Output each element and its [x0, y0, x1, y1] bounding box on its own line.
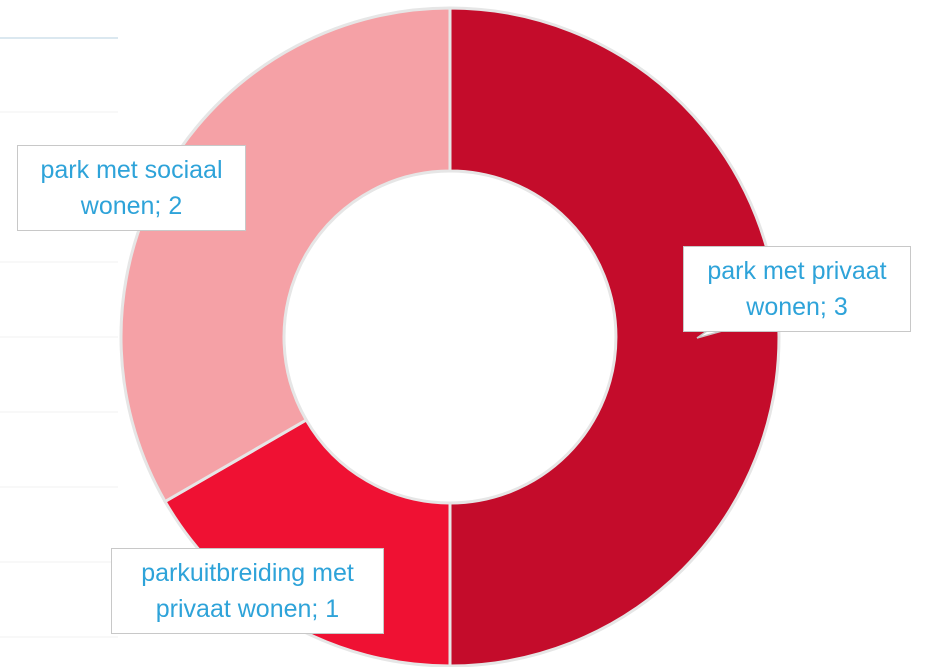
data-label-line: parkuitbreiding met: [141, 559, 354, 587]
data-label-line: park met privaat: [707, 257, 887, 285]
data-label-line: privaat wonen; 1: [155, 595, 340, 623]
donut-slice-park-met-sociaal-wonen: [119, 6, 452, 504]
donut-slice-park-met-privaat-wonen: [448, 6, 781, 667]
data-label-line: park met sociaal: [40, 156, 223, 184]
data-label-line: wonen; 3: [746, 293, 848, 321]
data-label-park-met-privaat-wonen: park met privaat wonen; 3: [683, 246, 911, 332]
data-label-park-met-sociaal-wonen: park met sociaal wonen; 2: [17, 145, 246, 231]
data-label-parkuitbreiding-met-privaat-wonen: parkuitbreiding met privaat wonen; 1: [111, 548, 384, 634]
data-label-line: wonen; 2: [80, 192, 183, 220]
